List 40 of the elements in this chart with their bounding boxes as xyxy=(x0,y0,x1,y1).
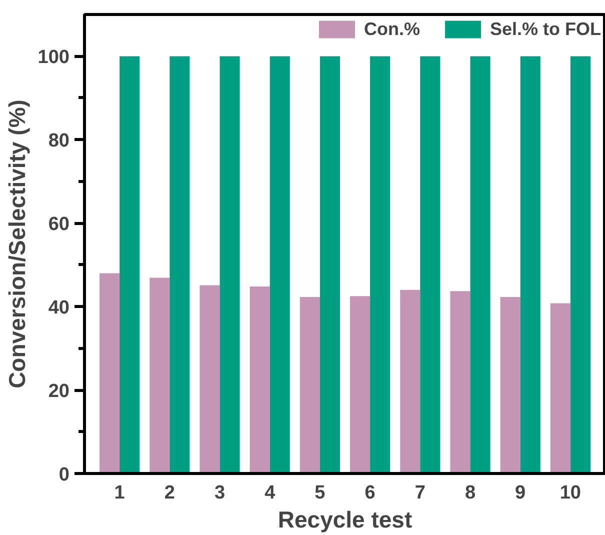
y-tick-label: 20 xyxy=(48,381,70,402)
bar xyxy=(420,56,440,474)
x-tick-label: 9 xyxy=(515,482,526,504)
y-tick-label: 0 xyxy=(58,464,70,486)
bar xyxy=(370,56,390,474)
y-tick-label: 60 xyxy=(48,214,70,236)
bar xyxy=(300,296,320,474)
y-tick-label: 100 xyxy=(38,47,70,68)
bar xyxy=(200,285,220,474)
legend-label: Con.% xyxy=(364,18,420,40)
x-tick-label: 10 xyxy=(560,482,582,504)
bar xyxy=(500,296,520,474)
bar xyxy=(320,56,340,474)
x-tick-label: 2 xyxy=(164,482,175,504)
bar xyxy=(450,291,470,474)
bar xyxy=(470,56,490,474)
bar xyxy=(350,296,370,474)
y-tick-label: 80 xyxy=(48,130,70,152)
x-tick-label: 1 xyxy=(114,482,126,504)
bar xyxy=(170,56,190,474)
y-tick-label: 40 xyxy=(48,298,70,319)
bar xyxy=(100,273,120,474)
x-tick-label: 3 xyxy=(214,482,226,504)
x-tick-label: 5 xyxy=(314,482,326,504)
bar xyxy=(150,278,170,474)
bar xyxy=(550,303,570,474)
bar xyxy=(120,56,140,474)
x-tick-label: 8 xyxy=(464,482,476,504)
x-tick-label: 4 xyxy=(264,482,276,504)
x-axis-title: Recycle test xyxy=(278,506,412,532)
bar xyxy=(570,56,590,474)
bar xyxy=(270,56,290,474)
bar xyxy=(400,290,420,474)
bar xyxy=(220,56,240,474)
y-axis-title: Conversion/Selectivity (%) xyxy=(4,100,30,388)
x-tick-label: 7 xyxy=(414,482,426,504)
legend-label: Sel.% to FOL xyxy=(490,18,601,40)
bar xyxy=(520,56,540,474)
x-tick-label: 6 xyxy=(364,482,376,504)
bar xyxy=(250,286,270,474)
